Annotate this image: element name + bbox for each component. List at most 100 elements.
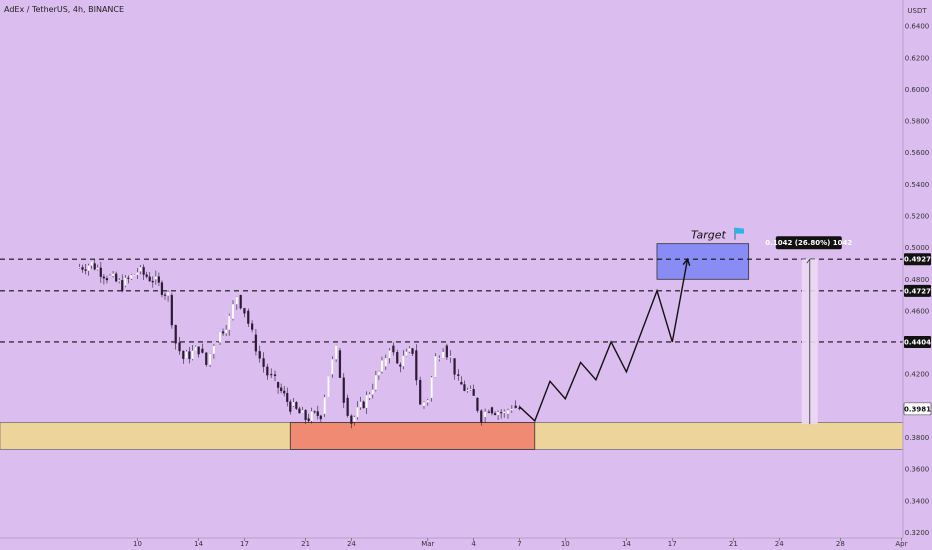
candle — [369, 392, 371, 400]
candle-body — [497, 412, 499, 415]
price-tick-label: 0.3600 — [905, 466, 930, 474]
candle — [457, 369, 459, 381]
candle-body — [179, 343, 181, 351]
candle-body — [222, 332, 224, 334]
candle — [335, 345, 337, 362]
candle-body — [143, 267, 145, 274]
time-tick-label: 28 — [836, 540, 845, 548]
candle — [381, 357, 383, 374]
candle — [106, 276, 108, 284]
candle-body — [350, 416, 352, 424]
candle — [205, 352, 207, 366]
candle — [143, 264, 145, 279]
candle-body — [343, 378, 345, 403]
price-tick-label: 0.5000 — [905, 244, 930, 252]
candle-body — [121, 280, 123, 291]
candle-body — [302, 410, 304, 413]
candle-body — [470, 389, 472, 390]
time-axis[interactable]: 10 14 17 21 24 Mar 4 7 10 14 17 21 24 28 Apr — [0, 538, 932, 550]
candle — [259, 346, 261, 363]
candle — [375, 371, 377, 392]
candle — [467, 388, 469, 393]
price-tick-label: 0.6400 — [905, 23, 930, 31]
candle-body — [152, 281, 154, 282]
candle — [97, 265, 99, 271]
candle-body — [360, 402, 362, 407]
candle — [82, 265, 84, 273]
candle — [137, 268, 139, 279]
candle-body — [419, 380, 421, 404]
candle-body — [311, 411, 313, 420]
candle-body — [94, 263, 96, 269]
candle — [130, 274, 132, 280]
candle-body — [339, 350, 341, 377]
candle-body — [124, 278, 126, 286]
candle — [463, 381, 465, 392]
candle-body — [251, 324, 253, 330]
candle-body — [320, 416, 322, 419]
price-axis[interactable]: USDT 0.6400 0.6200 0.6000 0.5800 0.5600 0.5400… — [903, 0, 932, 550]
candle-body — [130, 275, 132, 278]
time-tick-label: 21 — [729, 540, 738, 548]
candle — [91, 261, 93, 269]
target-box — [657, 244, 749, 280]
level-tag-label: 0.4404 — [904, 338, 931, 346]
candle — [295, 401, 297, 410]
candle — [292, 398, 294, 407]
candle-body — [97, 268, 99, 270]
candle — [314, 410, 316, 413]
candle — [427, 399, 429, 406]
candle — [497, 410, 499, 420]
candle-body — [201, 349, 203, 353]
candle — [201, 344, 203, 354]
candle — [343, 373, 345, 408]
candle — [100, 262, 102, 283]
candle — [175, 325, 177, 350]
measure-label: 0.1042 (26.80%) 1042 — [765, 239, 852, 247]
candle-body — [423, 402, 425, 405]
candle — [219, 331, 221, 345]
candle — [164, 292, 166, 300]
candle — [491, 407, 493, 416]
candle — [213, 344, 215, 359]
price-tick-label: 0.4200 — [905, 371, 930, 379]
candle-body — [467, 390, 469, 391]
candle — [434, 353, 436, 378]
candle — [85, 264, 87, 274]
candle-body — [460, 382, 462, 384]
candle — [209, 353, 211, 367]
candle-body — [149, 277, 151, 281]
candle — [473, 385, 475, 396]
candle — [283, 386, 285, 396]
candle-body — [225, 330, 227, 333]
candle-body — [347, 398, 349, 416]
candle — [78, 264, 80, 269]
candle — [236, 296, 238, 309]
candle — [484, 408, 486, 422]
candle-body — [175, 325, 177, 343]
candle — [152, 276, 154, 287]
candle-body — [446, 346, 448, 358]
candle — [243, 308, 245, 317]
candle-body — [155, 277, 157, 280]
candle — [240, 295, 242, 310]
candle-body — [192, 351, 194, 359]
candle-body — [317, 412, 319, 416]
candle — [289, 399, 291, 414]
price-tick-label: 0.3200 — [905, 529, 930, 537]
candle — [423, 401, 425, 409]
candle-body — [488, 412, 490, 413]
candle — [412, 348, 414, 356]
candle-body — [228, 316, 230, 330]
candle — [149, 272, 151, 282]
price-tick-label: 0.3400 — [905, 497, 930, 505]
candle-body — [314, 411, 316, 412]
candle — [247, 309, 249, 327]
candle-body — [305, 410, 307, 420]
candle — [255, 329, 257, 356]
candle — [112, 271, 114, 277]
candle — [280, 384, 282, 394]
candle — [109, 274, 111, 277]
candle — [118, 278, 120, 283]
